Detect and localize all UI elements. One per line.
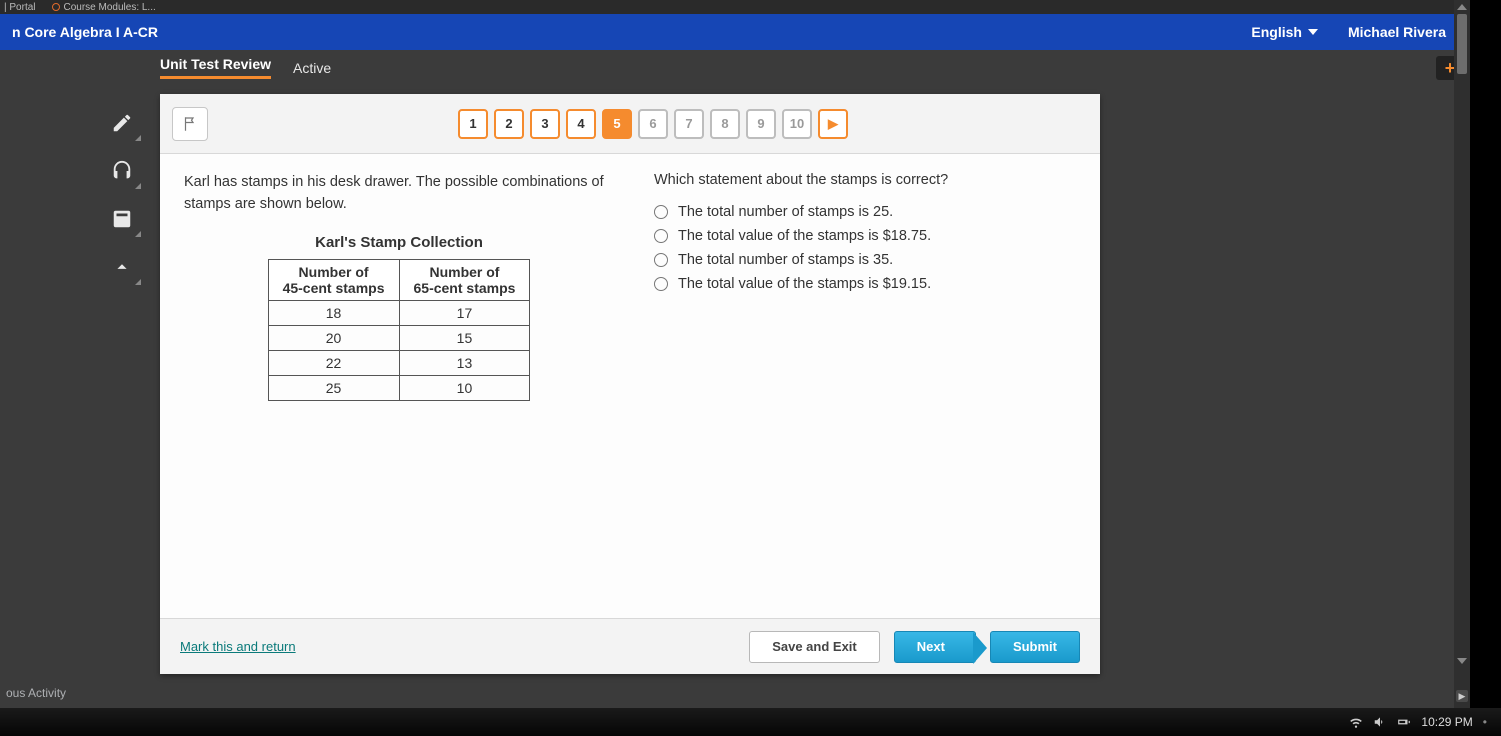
mark-return-link[interactable]: Mark this and return (180, 639, 296, 654)
qnav-3[interactable]: 3 (530, 109, 560, 139)
submit-button[interactable]: Submit (990, 631, 1080, 663)
table-row: 2510 (268, 375, 530, 400)
option-2[interactable]: The total value of the stamps is $18.75. (654, 228, 1076, 244)
answer-column: Which statement about the stamps is corr… (654, 172, 1076, 401)
question-nav: 1 2 3 4 5 6 7 8 9 10 ▶ (458, 109, 848, 139)
radio-icon (654, 205, 668, 219)
review-title: Unit Test Review (160, 56, 271, 79)
tab-course[interactable]: Course Modules: L... (52, 2, 156, 13)
radio-icon (654, 229, 668, 243)
scroll-right-button[interactable]: ▶ (1456, 690, 1468, 702)
activity-stage: Unit Test Review Active + (0, 50, 1470, 708)
stamp-table: Number of45-cent stamps Number of65-cent… (268, 259, 531, 401)
option-1[interactable]: The total number of stamps is 25. (654, 204, 1076, 220)
tab-course-label: Course Modules: L... (64, 2, 156, 13)
th-2: Number of65-cent stamps (399, 259, 530, 300)
prompt-text: Karl has stamps in his desk drawer. The … (184, 172, 614, 216)
option-4[interactable]: The total value of the stamps is $19.15. (654, 276, 1076, 292)
option-label: The total number of stamps is 25. (678, 204, 893, 220)
chevron-down-icon (1308, 29, 1318, 35)
qnav-6[interactable]: 6 (638, 109, 668, 139)
review-status: Active (293, 60, 331, 76)
qnav-9[interactable]: 9 (746, 109, 776, 139)
chevron-up-icon (111, 256, 133, 278)
course-banner: n Core Algebra I A-CR English Michael Ri… (0, 14, 1470, 50)
question-stem-column: Karl has stamps in his desk drawer. The … (184, 172, 614, 401)
taskbar[interactable]: 10:29 PM • (0, 708, 1501, 736)
headphones-icon (111, 160, 133, 182)
user-name[interactable]: Michael Rivera (1348, 24, 1446, 40)
tab-portal[interactable]: | Portal (4, 2, 36, 13)
radio-icon (654, 277, 668, 291)
table-row: 2213 (268, 350, 530, 375)
qnav-1[interactable]: 1 (458, 109, 488, 139)
pencil-icon (111, 112, 133, 134)
qnav-5[interactable]: 5 (602, 109, 632, 139)
th-1: Number of45-cent stamps (268, 259, 399, 300)
scroll-up-icon (1457, 4, 1467, 10)
taskbar-dot: • (1483, 715, 1487, 729)
wifi-icon[interactable] (1349, 715, 1363, 729)
calculator-tool[interactable] (100, 198, 144, 240)
card-footer: Mark this and return Save and Exit Next … (160, 618, 1100, 674)
flag-button[interactable] (172, 107, 208, 141)
card-toolbar: 1 2 3 4 5 6 7 8 9 10 ▶ (160, 94, 1100, 154)
table-row: 2015 (268, 325, 530, 350)
question-card: 1 2 3 4 5 6 7 8 9 10 ▶ Karl has stamps i… (160, 94, 1100, 674)
option-label: The total number of stamps is 35. (678, 252, 893, 268)
tab-portal-label: | Portal (4, 2, 36, 13)
previous-activity-link[interactable]: ous Activity (0, 686, 66, 700)
table-row: 1817 (268, 300, 530, 325)
table-title: Karl's Stamp Collection (184, 234, 614, 251)
next-button[interactable]: Next (894, 631, 976, 663)
course-title: n Core Algebra I A-CR (12, 24, 158, 40)
battery-icon[interactable] (1397, 715, 1411, 729)
scroll-thumb[interactable] (1457, 14, 1467, 74)
option-label: The total value of the stamps is $19.15. (678, 276, 931, 292)
language-selector[interactable]: English (1251, 24, 1318, 40)
qnav-next-arrow[interactable]: ▶ (818, 109, 848, 139)
collapse-tool[interactable] (100, 246, 144, 288)
clock[interactable]: 10:29 PM (1421, 715, 1472, 729)
question-text: Which statement about the stamps is corr… (654, 172, 1076, 188)
option-3[interactable]: The total number of stamps is 35. (654, 252, 1076, 268)
pencil-tool[interactable] (100, 102, 144, 144)
scroll-down-icon (1457, 658, 1467, 664)
audio-tool[interactable] (100, 150, 144, 192)
save-exit-button[interactable]: Save and Exit (749, 631, 880, 663)
radio-icon (654, 253, 668, 267)
qnav-4[interactable]: 4 (566, 109, 596, 139)
qnav-2[interactable]: 2 (494, 109, 524, 139)
volume-icon[interactable] (1373, 715, 1387, 729)
option-label: The total value of the stamps is $18.75. (678, 228, 931, 244)
qnav-7[interactable]: 7 (674, 109, 704, 139)
calculator-icon (111, 208, 133, 230)
qnav-10[interactable]: 10 (782, 109, 812, 139)
tool-column (100, 102, 150, 288)
qnav-8[interactable]: 8 (710, 109, 740, 139)
language-label: English (1251, 24, 1302, 40)
browser-tabstrip: | Portal Course Modules: L... (0, 0, 1470, 14)
tab-favicon (52, 3, 60, 11)
vertical-scrollbar[interactable]: ▶ (1454, 0, 1470, 708)
flag-icon (181, 115, 199, 133)
